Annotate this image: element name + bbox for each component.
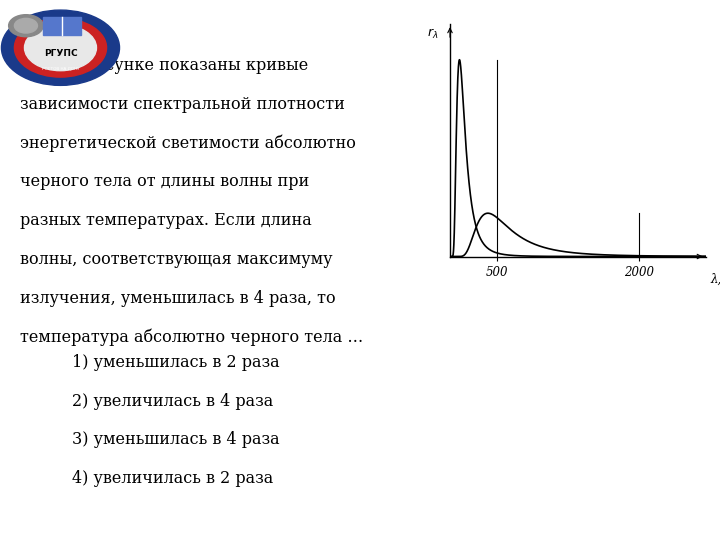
Circle shape [14, 18, 37, 33]
Circle shape [9, 15, 43, 37]
Ellipse shape [24, 25, 96, 71]
Ellipse shape [1, 10, 120, 85]
Text: разных температурах. Если длина: разных температурах. Если длина [20, 212, 312, 229]
Text: 2) увеличилась в 4 раза: 2) увеличилась в 4 раза [72, 393, 274, 409]
Text: РГУПС: РГУПС [44, 49, 77, 58]
Ellipse shape [14, 18, 107, 77]
Text: температура абсолютно черного тела …: температура абсолютно черного тела … [20, 329, 364, 346]
Text: λ, нм: λ, нм [711, 273, 720, 286]
Text: 4) увеличилась в 2 раза: 4) увеличилась в 2 раза [72, 470, 274, 487]
Text: $r_\lambda$: $r_\lambda$ [427, 27, 438, 41]
Text: 24.  На рисунке показаны кривые: 24. На рисунке показаны кривые [20, 57, 308, 73]
Text: 3) уменьшилась в 4 раза: 3) уменьшилась в 4 раза [72, 431, 279, 448]
Text: 1) уменьшилась в 2 раза: 1) уменьшилась в 2 раза [72, 354, 279, 370]
Text: энергетической светимости абсолютно: энергетической светимости абсолютно [20, 134, 356, 152]
Text: РОСТОВ НА ДОНУ: РОСТОВ НА ДОНУ [42, 67, 79, 71]
Text: зависимости спектральной плотности: зависимости спектральной плотности [20, 96, 345, 112]
Text: черного тела от длины волны при: черного тела от длины волны при [20, 173, 310, 190]
Text: излучения, уменьшилась в 4 раза, то: излучения, уменьшилась в 4 раза, то [20, 290, 336, 307]
FancyBboxPatch shape [43, 17, 81, 35]
Text: волны, соответствующая максимуму: волны, соответствующая максимуму [20, 251, 333, 268]
